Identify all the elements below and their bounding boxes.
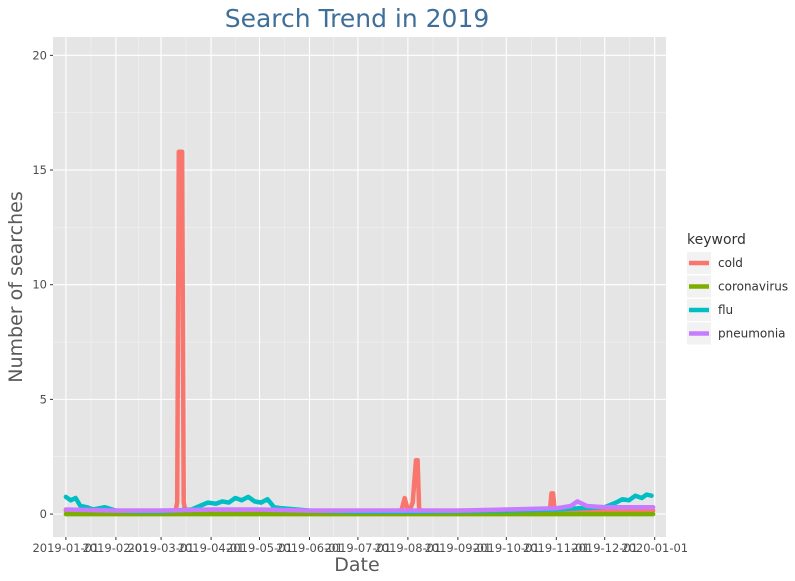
x-tick-label: 2020-01-01 (621, 541, 688, 555)
x-tick-label: 2019-05-01 (226, 541, 293, 555)
x-tick-label: 2019-04-01 (178, 541, 245, 555)
legend-label-coronavirus: coronavirus (718, 280, 788, 294)
y-tick-label: 0 (40, 507, 47, 521)
x-tick-label: 2019-06-01 (276, 541, 343, 555)
x-tick-label: 2019-01-01 (32, 541, 99, 555)
legend-label-pneumonia: pneumonia (718, 327, 786, 341)
x-tick-label: 2019-10-01 (473, 541, 540, 555)
x-tick-label: 2019-11-01 (523, 541, 590, 555)
y-tick-label: 10 (32, 278, 47, 292)
y-tick-label: 5 (40, 392, 47, 406)
x-axis-title: Date (334, 554, 379, 576)
x-tick-label: 2019-03-01 (128, 541, 195, 555)
x-tick-label: 2019-07-01 (324, 541, 391, 555)
minor-gridlines (53, 37, 666, 537)
series-layer (63, 149, 656, 517)
legend-label-cold: cold (718, 256, 743, 270)
x-axis: 2019-01-012019-02-012019-03-012019-04-01… (32, 537, 688, 555)
legend-title: keyword (687, 232, 746, 248)
y-tick-label: 15 (32, 163, 47, 177)
chart-title: Search Trend in 2019 (225, 4, 490, 33)
y-tick-label: 20 (32, 48, 47, 62)
x-tick-label: 2019-08-01 (374, 541, 441, 555)
y-axis-title: Number of searches (5, 191, 27, 382)
plot-panel (53, 37, 666, 537)
x-tick-label: 2019-09-01 (424, 541, 491, 555)
x-tick-label: 2019-02-01 (82, 541, 149, 555)
y-axis: 0 5 10 15 20 (32, 48, 53, 521)
legend-label-flu: flu (718, 303, 733, 317)
x-tick-label: 2019-12-01 (571, 541, 638, 555)
series-line-pneumonia (63, 499, 656, 513)
legend: keyword cold coronavirus flu pneumonia (687, 232, 788, 345)
